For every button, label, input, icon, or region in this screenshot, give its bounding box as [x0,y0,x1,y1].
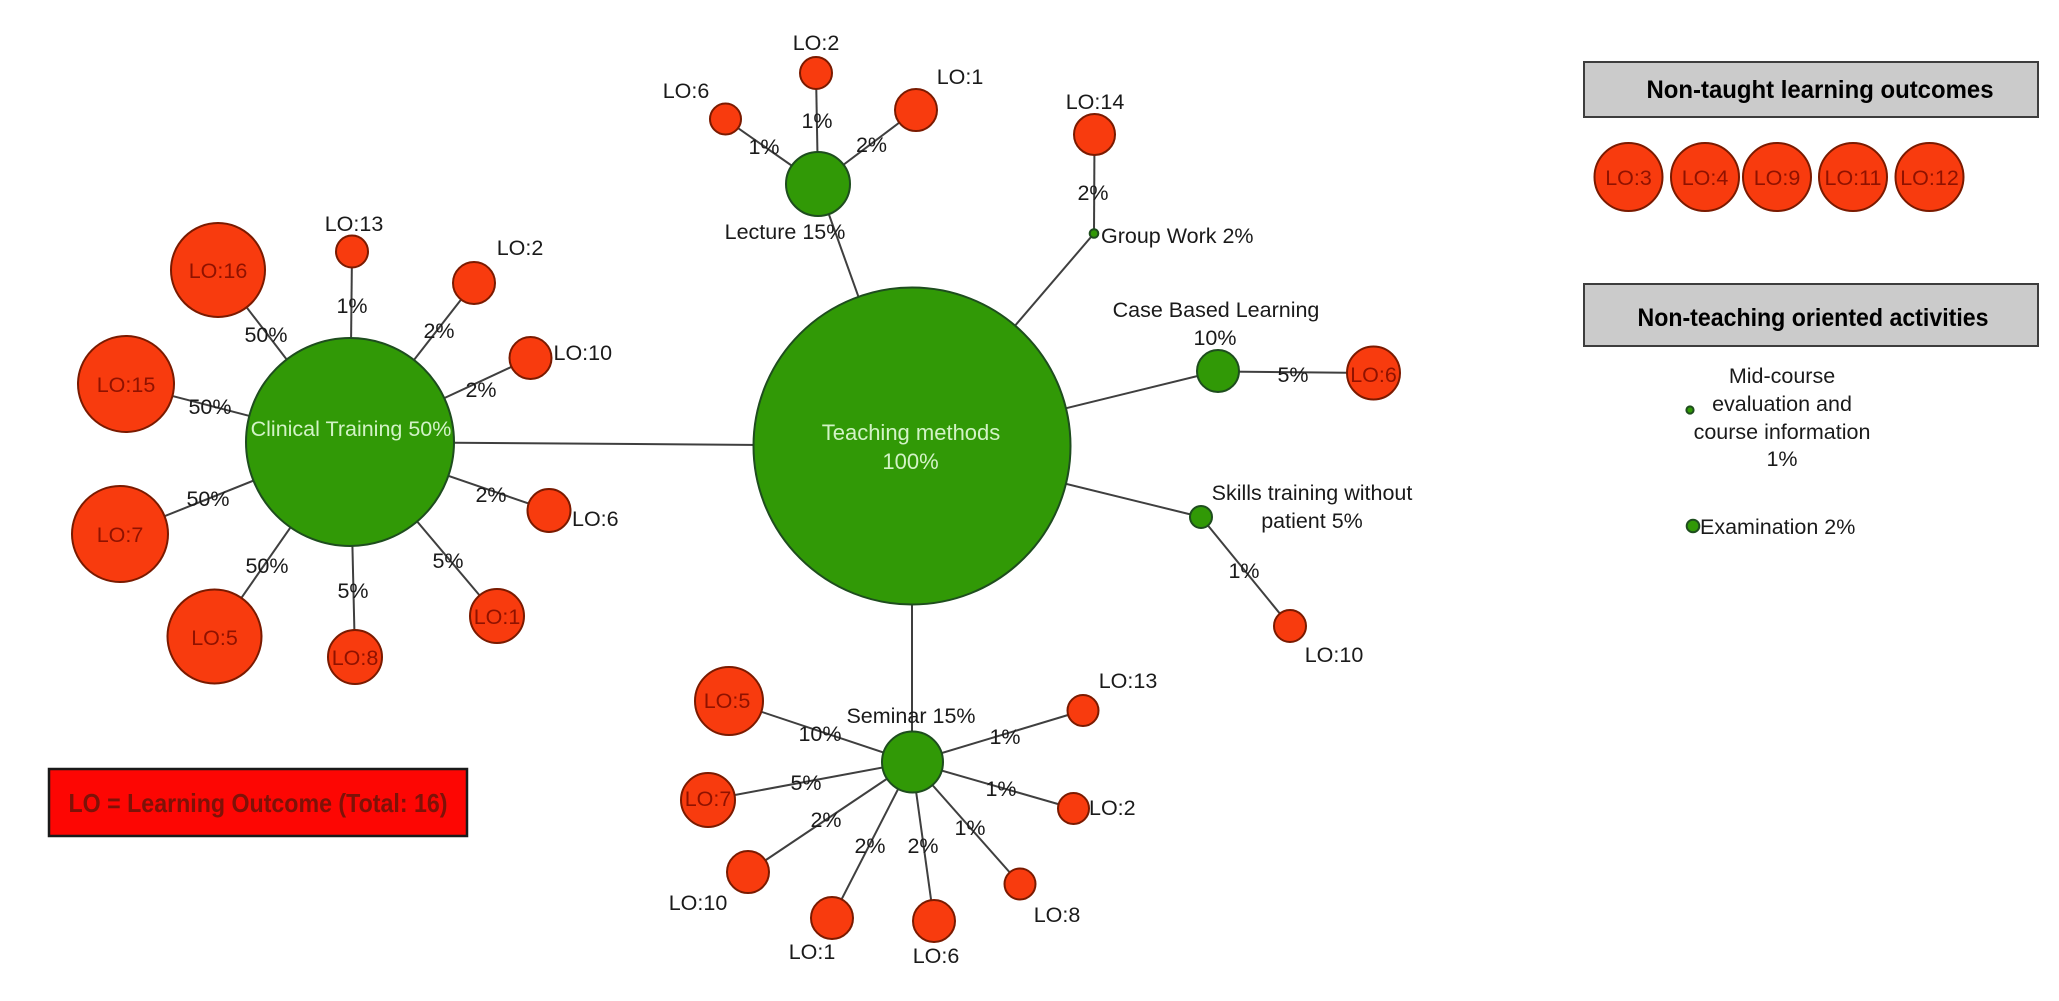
svg-text:1%: 1% [748,135,779,159]
svg-text:100%: 100% [882,449,938,474]
svg-text:Teaching methods: Teaching methods [822,420,1001,445]
svg-text:LO:11: LO:11 [1825,166,1882,190]
svg-text:50%: 50% [244,323,287,347]
svg-text:Skills training without: Skills training without [1212,481,1413,505]
svg-text:1%: 1% [336,294,367,318]
svg-text:LO:2: LO:2 [497,236,544,260]
svg-text:1%: 1% [954,816,985,840]
svg-text:LO:1: LO:1 [937,65,984,89]
svg-text:LO:10: LO:10 [554,341,613,365]
svg-text:1%: 1% [989,725,1020,749]
svg-text:LO:8: LO:8 [332,646,379,670]
svg-text:LO:16: LO:16 [189,259,248,283]
svg-text:5%: 5% [790,771,821,795]
svg-text:LO:6: LO:6 [913,944,960,968]
svg-text:Non-teaching oriented activiti: Non-teaching oriented activities [1638,304,1989,332]
svg-text:1%: 1% [1766,447,1797,471]
svg-text:course information: course information [1694,420,1871,444]
svg-text:LO:6: LO:6 [1350,363,1397,387]
svg-text:5%: 5% [1277,363,1308,387]
svg-text:50%: 50% [186,487,229,511]
svg-text:LO:9: LO:9 [1754,166,1801,190]
svg-text:1%: 1% [801,109,832,133]
svg-text:LO:6: LO:6 [572,507,619,531]
svg-text:10%: 10% [798,722,841,746]
svg-text:Non-taught learning outcomes: Non-taught learning outcomes [1647,76,1994,104]
svg-text:1%: 1% [985,777,1016,801]
svg-text:LO:12: LO:12 [1900,166,1959,190]
svg-text:LO:8: LO:8 [1034,903,1081,927]
svg-text:LO:5: LO:5 [191,626,238,650]
svg-text:2%: 2% [856,133,887,157]
svg-text:LO:1: LO:1 [474,605,521,629]
svg-text:LO:7: LO:7 [685,787,732,811]
svg-text:LO:3: LO:3 [1605,166,1652,190]
svg-text:2%: 2% [465,378,496,402]
svg-text:50%: 50% [188,395,231,419]
svg-text:LO:13: LO:13 [325,212,384,236]
svg-text:LO:15: LO:15 [97,373,156,397]
svg-text:Case Based Learning: Case Based Learning [1113,298,1320,322]
svg-text:LO:5: LO:5 [704,689,751,713]
svg-text:LO:1: LO:1 [789,940,836,964]
svg-text:Examination 2%: Examination 2% [1700,515,1855,539]
svg-text:2%: 2% [854,834,885,858]
svg-text:LO = Learning Outcome (Total:: LO = Learning Outcome (Total: 16) [69,788,448,818]
svg-text:1%: 1% [1228,559,1259,583]
svg-text:Seminar 15%: Seminar 15% [846,704,975,728]
svg-text:2%: 2% [1077,181,1108,205]
svg-text:10%: 10% [1193,326,1236,350]
svg-text:Group Work 2%: Group Work 2% [1101,224,1254,248]
svg-text:5%: 5% [337,579,368,603]
svg-text:Lecture 15%: Lecture 15% [725,220,846,244]
svg-text:LO:10: LO:10 [669,891,728,915]
svg-text:2%: 2% [475,483,506,507]
svg-text:Mid-course: Mid-course [1729,364,1835,388]
svg-text:Clinical Training 50%: Clinical Training 50% [251,417,452,441]
svg-text:5%: 5% [432,549,463,573]
svg-text:LO:4: LO:4 [1682,166,1729,190]
svg-text:2%: 2% [423,319,454,343]
svg-text:LO:2: LO:2 [1089,796,1136,820]
svg-text:LO:7: LO:7 [97,523,144,547]
svg-text:evaluation and: evaluation and [1712,392,1852,416]
svg-text:50%: 50% [245,554,288,578]
svg-text:LO:10: LO:10 [1305,643,1364,667]
svg-text:2%: 2% [810,808,841,832]
svg-text:LO:2: LO:2 [793,31,840,55]
svg-text:LO:6: LO:6 [663,79,710,103]
svg-text:2%: 2% [907,834,938,858]
svg-text:LO:13: LO:13 [1099,669,1158,693]
svg-text:patient 5%: patient 5% [1261,509,1363,533]
svg-text:LO:14: LO:14 [1066,90,1125,114]
